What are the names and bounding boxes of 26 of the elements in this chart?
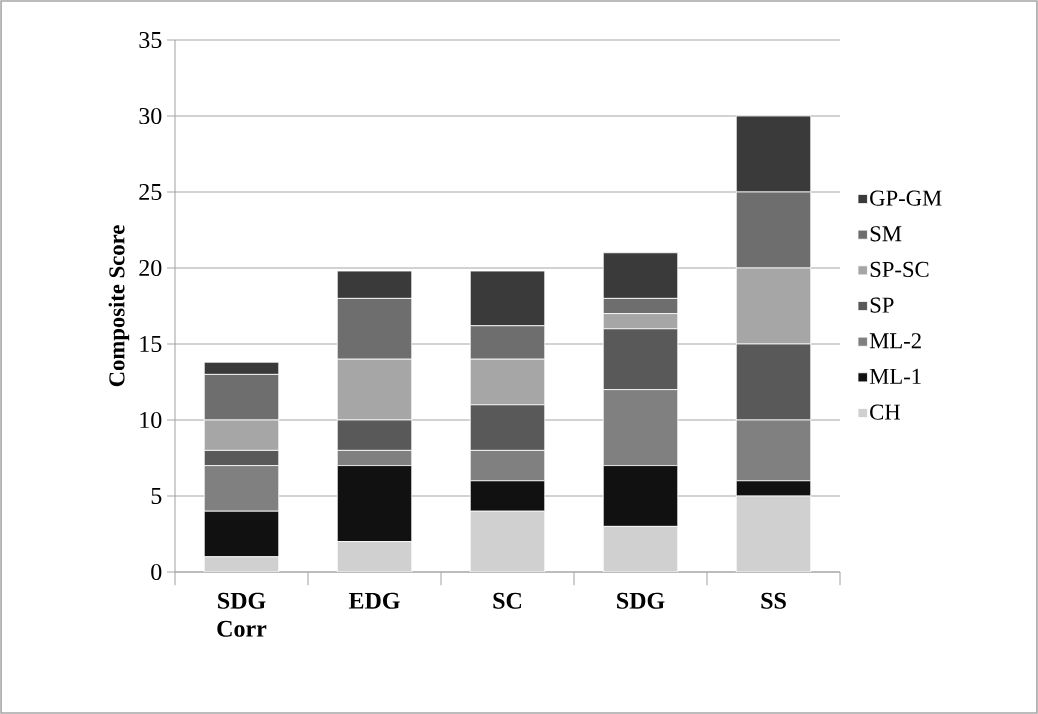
y-axis-title: Composite Score: [108, 225, 130, 387]
y-tick-label: 15: [140, 335, 162, 353]
x-tick-label: SDG: [617, 592, 665, 609]
bar: [735, 495, 812, 572]
legend-label: SM: [870, 226, 902, 242]
bar: [336, 541, 413, 572]
x-tick-label: SDG Corr: [217, 592, 267, 637]
x-tick-label: EDG: [348, 592, 400, 609]
bar: [469, 510, 546, 572]
legend-label: ML-1: [869, 368, 921, 384]
y-tick-label: 35: [139, 31, 162, 49]
legend-label: GP-GM: [870, 190, 942, 206]
y-tick-label: 30: [139, 107, 162, 125]
legend-label: CH: [870, 404, 901, 420]
y-tick-label: 20: [139, 259, 162, 277]
y-tick-label: 10: [140, 411, 162, 429]
y-tick-label: 5: [151, 488, 162, 504]
x-tick-label: SS: [761, 592, 786, 609]
x-tick-label: SC: [493, 592, 522, 609]
legend-label: SP-SC: [870, 261, 929, 278]
y-tick-label: 25: [139, 183, 162, 201]
legend-label: SP: [870, 297, 894, 313]
bar: [203, 556, 280, 572]
bar: [602, 526, 679, 572]
legend-label: ML-2: [869, 333, 921, 349]
y-tick-label: 0: [151, 563, 162, 581]
